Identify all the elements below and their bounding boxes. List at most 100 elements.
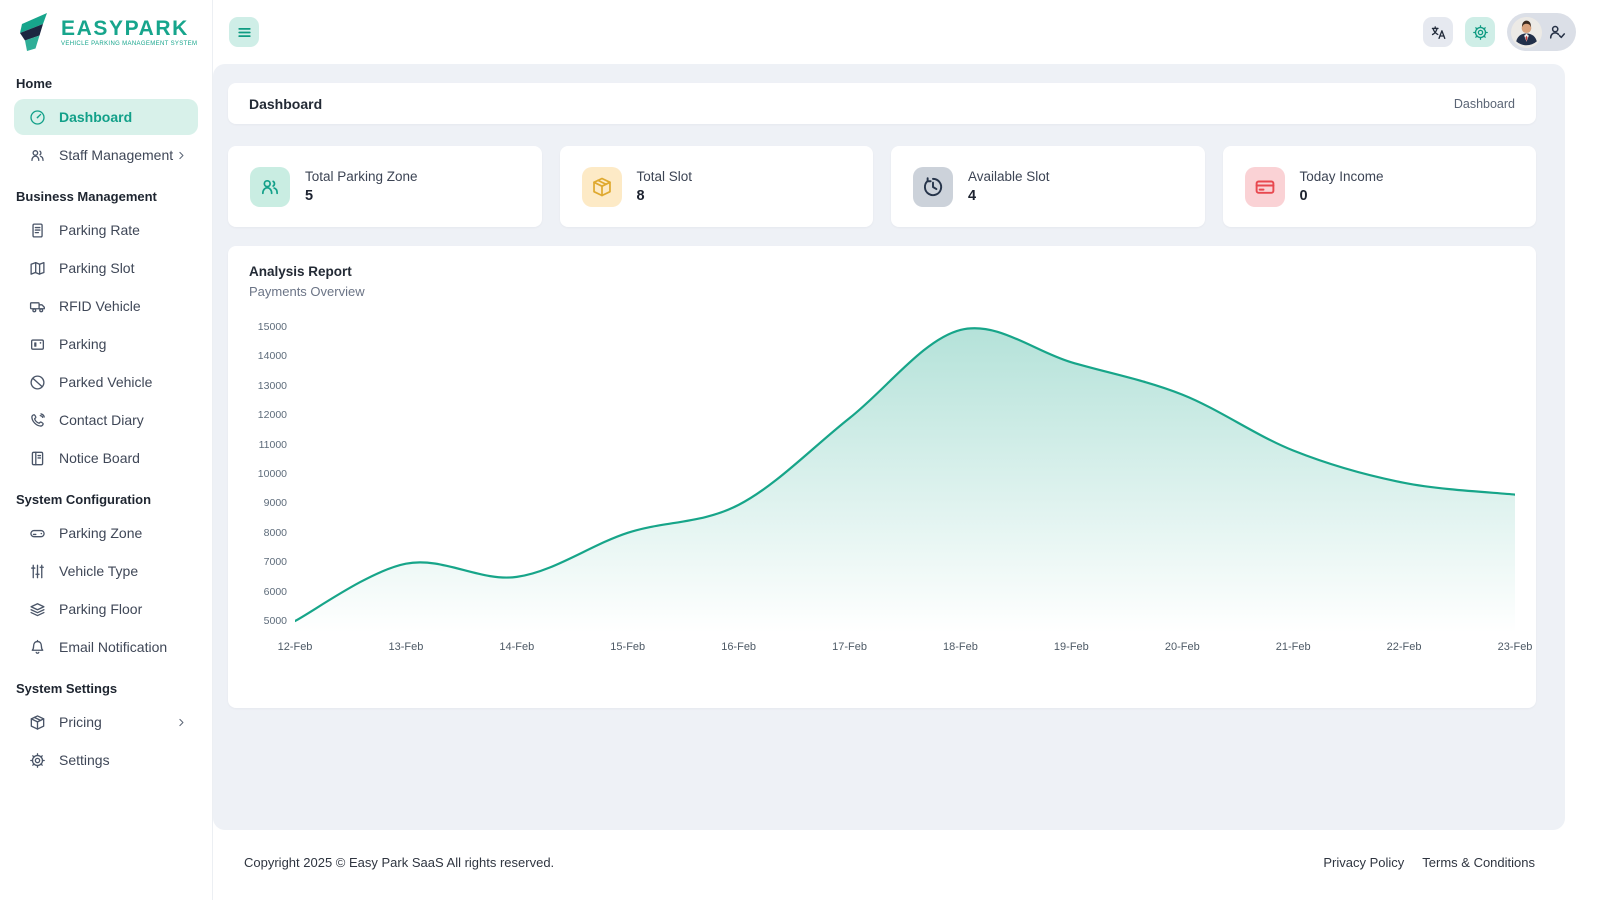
layers-icon [28, 600, 46, 618]
sidebar-item-label: Staff Management [59, 147, 174, 163]
sidebar-item-label: Parked Vehicle [59, 374, 153, 390]
page-title: Dashboard [249, 95, 323, 112]
privacy-policy-link[interactable]: Privacy Policy [1323, 854, 1405, 870]
sliders-icon [28, 562, 46, 580]
person-check-icon [1549, 25, 1566, 39]
sidebar-item-parking-floor[interactable]: Parking Floor [14, 591, 198, 627]
credit-card-icon [1244, 166, 1285, 207]
chart-line [295, 328, 1515, 621]
stat-label: Today Income [1299, 169, 1384, 184]
copyright-text: Copyright 2025 © Easy Park SaaS All righ… [244, 854, 555, 870]
user-menu-button[interactable] [1507, 13, 1576, 51]
sidebar-item-label: Vehicle Type [59, 563, 139, 579]
x-axis-label: 13-Feb [388, 641, 424, 653]
sidebar-item-parked-vehicle[interactable]: Parked Vehicle [14, 364, 198, 400]
sidebar-item-contact-diary[interactable]: Contact Diary [14, 402, 198, 438]
brand-name: EASYPARK [61, 16, 189, 40]
sidebar-item-label: Settings [59, 752, 110, 768]
sidebar-item-staff-management[interactable]: Staff Management [14, 137, 198, 173]
truck-icon [28, 297, 46, 315]
sidebar-item-email-notification[interactable]: Email Notification [14, 629, 198, 665]
topbar-right [1423, 13, 1576, 51]
sidebar-item-label: Parking Floor [59, 601, 143, 617]
stat-card-total-slot: Total Slot 8 [559, 146, 873, 227]
sidebar-item-label: Email Notification [59, 639, 168, 655]
chevron-right-icon [175, 716, 188, 729]
sidebar-item-parking-zone[interactable]: Parking Zone [14, 515, 198, 551]
journal-icon [28, 449, 46, 467]
sidebar-item-vehicle-type[interactable]: Vehicle Type [14, 553, 198, 589]
sidebar-item-parking-slot[interactable]: Parking Slot [14, 250, 198, 286]
sidebar-item-dashboard[interactable]: Dashboard [14, 99, 198, 135]
chart-plot-area: 12-Feb 13-Feb 14-Feb 15-Feb 16-Feb 17-Feb 18-F… [278, 315, 1532, 667]
language-button[interactable] [1423, 17, 1453, 47]
x-axis-label: 22-Feb [1386, 641, 1422, 653]
y-axis-label: 13000 [257, 379, 287, 392]
sidebar-item-parking-rate[interactable]: Parking Rate [14, 212, 198, 248]
sidebar-item-label: Parking Rate [59, 222, 140, 238]
slash-circle-icon [28, 373, 46, 391]
settings-button[interactable] [1465, 17, 1495, 47]
sidebar-item-label: Parking [59, 336, 107, 352]
sidebar-item-label: Notice Board [59, 450, 140, 466]
sidebar-item-label: Parking Zone [59, 525, 143, 541]
y-axis-label: 11000 [258, 438, 287, 451]
speedometer-icon [28, 108, 46, 126]
y-axis-label: 6000 [263, 585, 287, 598]
file-text-icon [28, 221, 46, 239]
sidebar-toggle-button[interactable] [229, 17, 259, 47]
chart-area-fill [295, 328, 1515, 633]
x-axis-label: 19-Feb [1053, 641, 1089, 653]
y-axis-label: 14000 [257, 350, 287, 363]
stat-card-today-income: Today Income 0 [1222, 146, 1536, 227]
brand-text: EASYPARK VEHICLE PARKING MANAGEMENT SYST… [61, 18, 197, 47]
footer-links: Privacy Policy Terms & Conditions [1323, 855, 1535, 870]
x-axis-label: 15-Feb [610, 641, 646, 653]
y-axis-label: 12000 [257, 409, 287, 422]
stat-text: Available Slot 4 [968, 169, 1050, 204]
y-axis-label: 5000 [263, 615, 287, 627]
breadcrumb[interactable]: Dashboard [1453, 96, 1515, 111]
stat-card-available-slot: Available Slot 4 [891, 146, 1205, 227]
hamburger-icon [237, 27, 251, 37]
brand-tagline: VEHICLE PARKING MANAGEMENT SYSTEM [61, 40, 198, 47]
map-icon [28, 259, 46, 277]
people-icon [28, 146, 46, 164]
page-header-card: Dashboard Dashboard [228, 83, 1536, 124]
sidebar-item-notice-board[interactable]: Notice Board [14, 440, 198, 476]
stat-text: Total Parking Zone 5 [305, 169, 418, 204]
chart-title: Analysis Report [249, 264, 352, 279]
y-axis: 15000 14000 13000 12000 11000 10000 9000 8000 70… [249, 315, 295, 633]
box-icon [28, 713, 46, 731]
x-axis-label: 23-Feb [1497, 641, 1533, 653]
stat-card-total-parking-zone: Total Parking Zone 5 [228, 146, 542, 227]
stat-value: 4 [968, 188, 977, 204]
translate-icon [1431, 25, 1445, 39]
brand-logo[interactable]: EASYPARK VEHICLE PARKING MANAGEMENT SYST… [0, 0, 212, 60]
sidebar-item-label: Pricing [59, 714, 102, 730]
y-axis-label: 10000 [257, 468, 287, 480]
user-avatar [1511, 16, 1542, 48]
footer: Copyright 2025 © Easy Park SaaS All righ… [213, 830, 1600, 900]
sidebar-item-settings[interactable]: Settings [14, 742, 198, 778]
gear-icon [28, 751, 46, 769]
sidebar-item-pricing[interactable]: Pricing [14, 704, 198, 740]
area-chart-svg [295, 315, 1515, 633]
x-axis-label: 16-Feb [721, 641, 757, 653]
topbar [213, 0, 1600, 64]
telephone-icon [28, 411, 46, 429]
sidebar-item-parking[interactable]: Parking [14, 326, 198, 362]
terms-conditions-link[interactable]: Terms & Conditions [1422, 854, 1535, 870]
sidebar-item-label: Parking Slot [59, 260, 135, 276]
stat-label: Total Slot [636, 169, 693, 184]
stat-text: Total Slot 8 [637, 169, 693, 204]
stat-value: 5 [305, 188, 314, 204]
section-label-system-configuration: System Configuration [16, 492, 152, 507]
chart-card: Analysis Report Payments Overview 15000 1… [228, 246, 1536, 708]
sidebar-item-rfid-vehicle[interactable]: RFID Vehicle [14, 288, 198, 324]
payments-area-chart: 15000 14000 13000 12000 11000 10000 9000 8000 70… [249, 315, 1533, 667]
gear-icon [1472, 24, 1488, 40]
y-axis-label: 8000 [263, 526, 287, 539]
users-icon [250, 166, 290, 207]
